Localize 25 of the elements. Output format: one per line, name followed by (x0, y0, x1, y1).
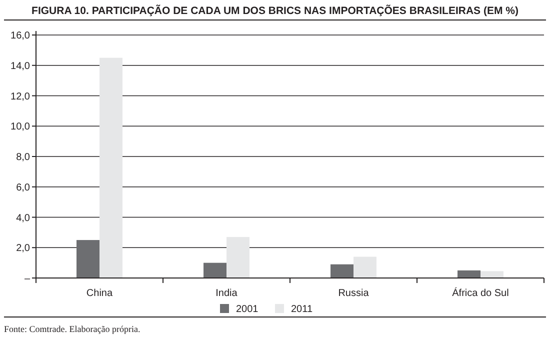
x-tick-label: Russia (338, 288, 370, 299)
x-tick-label: África do Sul (452, 287, 509, 299)
bar (204, 262, 226, 278)
bar (76, 240, 100, 278)
x-tick-label: China (86, 288, 113, 299)
chart-title: FIGURA 10. PARTICIPAÇÃO DE CADA UM DOS BRICS NAS IMPORTAÇÕES BRASILEIRAS (EM %) (32, 4, 518, 17)
y-tick-label: 4,0 (16, 212, 30, 224)
bar (100, 58, 122, 278)
y-tick-label: 12,0 (10, 91, 30, 102)
y-tick-label: 16,0 (10, 30, 30, 42)
bar (354, 256, 376, 278)
y-tick-label: 14,0 (10, 60, 30, 72)
y-tick-label: 8,0 (16, 152, 30, 163)
source-note: Fonte: Comtrade. Elaboração própria. (4, 324, 140, 334)
legend-label: 2011 (291, 304, 313, 315)
y-tick-label: 6,0 (16, 182, 30, 194)
x-tick-label: India (216, 288, 238, 299)
bar (480, 271, 504, 278)
bar (330, 264, 354, 278)
bar (226, 236, 250, 278)
y-tick-label: – (24, 274, 30, 284)
y-tick-label: 2,0 (16, 243, 30, 254)
y-tick-label: 10,0 (10, 122, 30, 133)
bar (458, 270, 480, 278)
legend-label: 2001 (236, 304, 259, 315)
